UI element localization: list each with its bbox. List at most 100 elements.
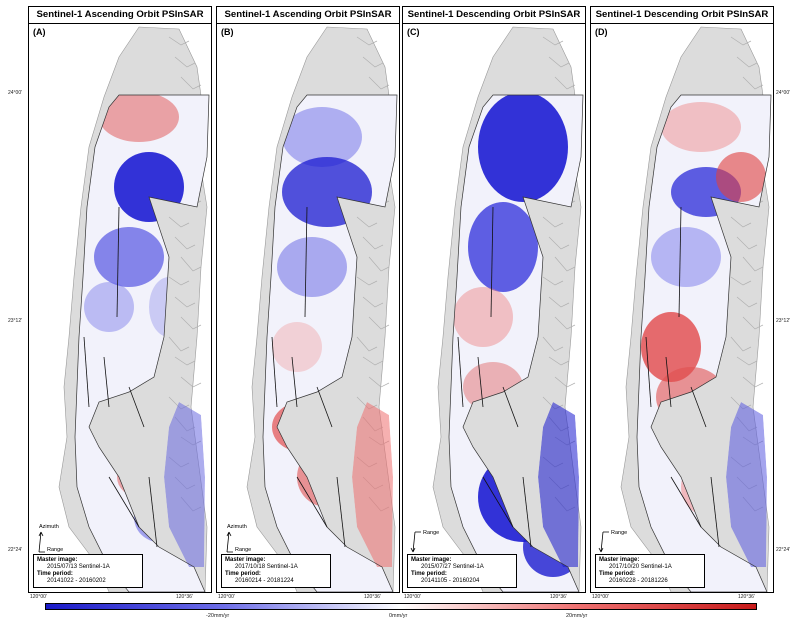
lat-label-24-00: 24°00': [8, 90, 23, 96]
terrain-ridge: [180, 316, 202, 330]
fault-line: [271, 336, 278, 408]
study-area-outline: [74, 94, 210, 592]
fault-line: [103, 356, 110, 408]
arrow-label-bottom: Range: [47, 547, 64, 553]
info-box: Master image: 2017/10/20 Sentinel-1A Time …: [595, 554, 705, 588]
lat-label-right-23-12: 23°12': [776, 318, 791, 324]
arrow-label-top: Azimuth: [227, 524, 247, 530]
terrain-ridge: [362, 236, 384, 250]
terrain-ridge: [554, 316, 576, 330]
deformation-blob: [651, 227, 721, 287]
lat-label-right-24-00: 24°00': [776, 90, 791, 96]
panel-title: Sentinel-1 Ascending Orbit PSInSAR: [29, 7, 211, 24]
fault-line: [336, 476, 346, 548]
lon-label: 120°36': [176, 594, 193, 600]
terrain-ridge: [180, 376, 202, 388]
fault-line: [116, 206, 120, 318]
terrain-ridge: [542, 276, 564, 286]
panel-letter: (A): [33, 27, 46, 37]
lon-label: 120°36': [738, 594, 755, 600]
deformation-blob: [99, 95, 179, 142]
terrain-ridge: [554, 76, 576, 90]
terrain-ridge: [368, 376, 390, 388]
fault-line: [108, 476, 140, 528]
master-label: Master image:: [411, 557, 452, 563]
terrain-ridge: [736, 296, 758, 308]
deformation-map: [410, 26, 584, 592]
terrain-ridge: [730, 336, 752, 352]
velocity-field-base: [637, 95, 771, 592]
fault-line: [502, 386, 519, 428]
master-value: 2017/10/20 Sentinel-1A: [609, 564, 672, 570]
terrain-ridge: [362, 296, 384, 308]
terrain-ridge: [548, 356, 570, 366]
fault-line: [477, 356, 484, 408]
fault-line: [457, 336, 464, 408]
south-region-fill: [726, 402, 767, 567]
deformation-blob: [641, 312, 701, 382]
panel-title: Sentinel-1 Descending Orbit PSInSAR: [591, 7, 773, 24]
terrain-ridge: [362, 56, 384, 68]
terrain-ridge: [742, 256, 764, 272]
colorbar-mid-label: 0mm/yr: [389, 613, 408, 619]
fault-line: [83, 336, 90, 408]
velocity-field-base: [75, 95, 209, 592]
panel-letter: (D): [595, 27, 608, 37]
fault-line: [490, 206, 494, 318]
terrain-ridge: [180, 256, 202, 272]
terrain-ridge: [742, 376, 764, 388]
lon-label: 120°00': [30, 594, 47, 600]
info-box: Master image: 2015/07/27 Sentinel-1A Time …: [407, 554, 517, 588]
deformation-map: [226, 26, 398, 592]
terrain-ridge: [554, 256, 576, 272]
map-panel-d: Sentinel-1 Descending Orbit PSInSAR (D) Ra…: [590, 6, 774, 593]
master-value: 2015/07/13 Sentinel-1A: [47, 564, 110, 570]
deformation-blob: [94, 227, 164, 287]
lat-label-22-24: 22°24': [8, 547, 23, 553]
deformation-blob: [277, 237, 347, 297]
fault-line: [482, 476, 514, 528]
south-region-fill: [352, 402, 393, 567]
terrain-ridge: [168, 216, 190, 228]
map-panel-b: Sentinel-1 Ascending Orbit PSInSAR (B) Azi…: [216, 6, 400, 593]
terrain-ridge: [542, 336, 564, 352]
terrain-ridge: [368, 256, 390, 272]
time-label: Time period:: [37, 571, 73, 577]
terrain-ridge: [730, 216, 752, 228]
velocity-field-south: [538, 402, 579, 567]
lat-label-right-22-24: 22°24': [776, 547, 791, 553]
lon-label: 120°00': [404, 594, 421, 600]
terrain-ridge: [736, 236, 758, 250]
lon-label: 120°36': [364, 594, 381, 600]
fault-line: [316, 386, 333, 428]
terrain-ridge: [174, 296, 196, 308]
terrain-ridge: [174, 56, 196, 68]
map-panel-c: Sentinel-1 Descending Orbit PSInSAR (C) Ra…: [402, 6, 586, 593]
terrain-ridge: [174, 356, 196, 366]
terrain-ridge: [736, 56, 758, 68]
terrain-ridge: [548, 296, 570, 308]
time-value: 20160214 - 20181224: [235, 578, 294, 584]
time-value: 20141105 - 20160204: [421, 578, 480, 584]
fault-line: [291, 356, 298, 408]
lon-label: 120°00': [592, 594, 609, 600]
terrain-ridge: [362, 356, 384, 366]
info-box: Master image: 2017/10/18 Sentinel-1A Time …: [221, 554, 331, 588]
deformation-map: [598, 26, 772, 592]
lon-label: 120°00': [218, 594, 235, 600]
velocity-field-base: [263, 95, 397, 592]
terrain-ridge: [168, 276, 190, 286]
terrain-ridge: [548, 56, 570, 68]
velocity-field-south: [352, 402, 393, 567]
terrain-ridge: [742, 76, 764, 90]
time-label: Time period:: [599, 571, 635, 577]
velocity-field-south: [164, 402, 205, 567]
arrow-label-top: Azimuth: [39, 524, 59, 530]
time-label: Time period:: [411, 571, 447, 577]
info-box: Master image: 2015/07/13 Sentinel-1A Time …: [33, 554, 143, 588]
terrain-ridge: [356, 276, 378, 286]
study-area-outline: [636, 94, 772, 592]
lat-label-23-12: 23°12': [8, 318, 23, 324]
terrain-ridge: [742, 316, 764, 330]
look-direction-arrow: [410, 531, 421, 553]
